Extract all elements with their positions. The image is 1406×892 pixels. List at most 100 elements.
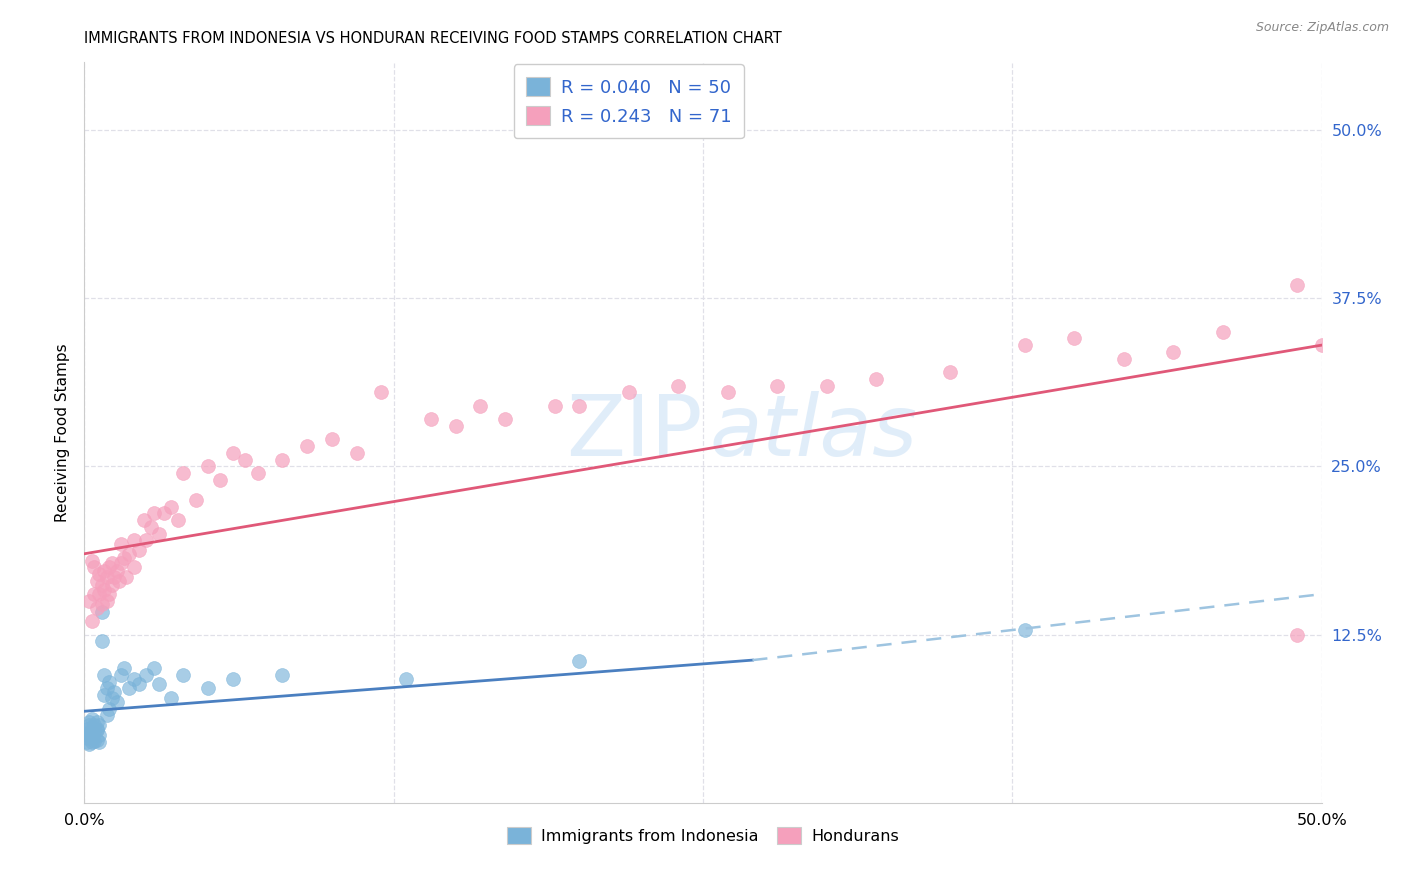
Point — [160, 690, 183, 705]
Point — [90, 634, 112, 648]
Point — [118, 681, 141, 696]
Point — [160, 500, 183, 514]
Point — [115, 569, 138, 583]
Point — [100, 690, 122, 705]
Point — [142, 661, 165, 675]
Point — [1112, 351, 1135, 366]
Point — [83, 717, 105, 731]
Point — [148, 526, 170, 541]
Point — [346, 446, 368, 460]
Point — [86, 600, 108, 615]
Point — [118, 547, 141, 561]
Point — [105, 564, 128, 578]
Point — [128, 677, 150, 691]
Point — [96, 594, 118, 608]
Text: ZIP: ZIP — [567, 391, 703, 475]
Point — [83, 724, 105, 739]
Point — [122, 672, 145, 686]
Point — [98, 587, 121, 601]
Point — [93, 564, 115, 578]
Text: atlas: atlas — [709, 391, 917, 475]
Point — [717, 385, 740, 400]
Text: Source: ZipAtlas.com: Source: ZipAtlas.com — [1256, 21, 1389, 35]
Point — [1014, 338, 1036, 352]
Point — [100, 578, 122, 592]
Y-axis label: Receiving Food Stamps: Receiving Food Stamps — [55, 343, 70, 522]
Point — [76, 729, 98, 743]
Point — [568, 399, 591, 413]
Point — [79, 726, 101, 740]
Point — [167, 513, 190, 527]
Point — [90, 578, 112, 592]
Point — [142, 507, 165, 521]
Point — [112, 550, 135, 565]
Point — [543, 399, 565, 413]
Point — [152, 507, 174, 521]
Point — [1161, 344, 1184, 359]
Point — [197, 459, 219, 474]
Point — [80, 553, 103, 567]
Point — [1310, 338, 1333, 352]
Point — [370, 385, 392, 400]
Point — [132, 513, 155, 527]
Point — [86, 722, 108, 736]
Point — [939, 365, 962, 379]
Point — [90, 597, 112, 611]
Point — [79, 714, 101, 729]
Point — [110, 668, 132, 682]
Point — [98, 674, 121, 689]
Point — [148, 677, 170, 691]
Point — [246, 466, 269, 480]
Point — [79, 594, 101, 608]
Point — [80, 712, 103, 726]
Point — [222, 446, 245, 460]
Point — [184, 492, 207, 507]
Point — [1285, 277, 1308, 292]
Point — [103, 685, 125, 699]
Point — [80, 731, 103, 746]
Point — [89, 717, 111, 731]
Point — [222, 672, 245, 686]
Point — [419, 412, 441, 426]
Point — [135, 668, 157, 682]
Point — [568, 655, 591, 669]
Point — [815, 378, 838, 392]
Point — [1063, 331, 1085, 345]
Point — [112, 661, 135, 675]
Point — [105, 695, 128, 709]
Point — [93, 688, 115, 702]
Point — [80, 735, 103, 749]
Point — [141, 520, 163, 534]
Point — [271, 452, 294, 467]
Point — [76, 722, 98, 736]
Point — [89, 587, 111, 601]
Point — [470, 399, 492, 413]
Point — [295, 439, 318, 453]
Point — [766, 378, 789, 392]
Legend: Immigrants from Indonesia, Hondurans: Immigrants from Indonesia, Hondurans — [501, 821, 905, 850]
Point — [86, 574, 108, 588]
Point — [90, 605, 112, 619]
Point — [865, 372, 887, 386]
Point — [110, 537, 132, 551]
Point — [83, 587, 105, 601]
Point — [494, 412, 516, 426]
Point — [93, 583, 115, 598]
Point — [79, 737, 101, 751]
Point — [76, 735, 98, 749]
Point — [395, 672, 418, 686]
Point — [1014, 624, 1036, 638]
Point — [96, 681, 118, 696]
Point — [100, 556, 122, 570]
Point — [321, 433, 343, 447]
Point — [80, 614, 103, 628]
Point — [666, 378, 689, 392]
Point — [233, 452, 256, 467]
Point — [86, 732, 108, 747]
Point — [122, 533, 145, 548]
Point — [80, 722, 103, 736]
Point — [96, 708, 118, 723]
Point — [172, 668, 194, 682]
Point — [89, 735, 111, 749]
Point — [96, 569, 118, 583]
